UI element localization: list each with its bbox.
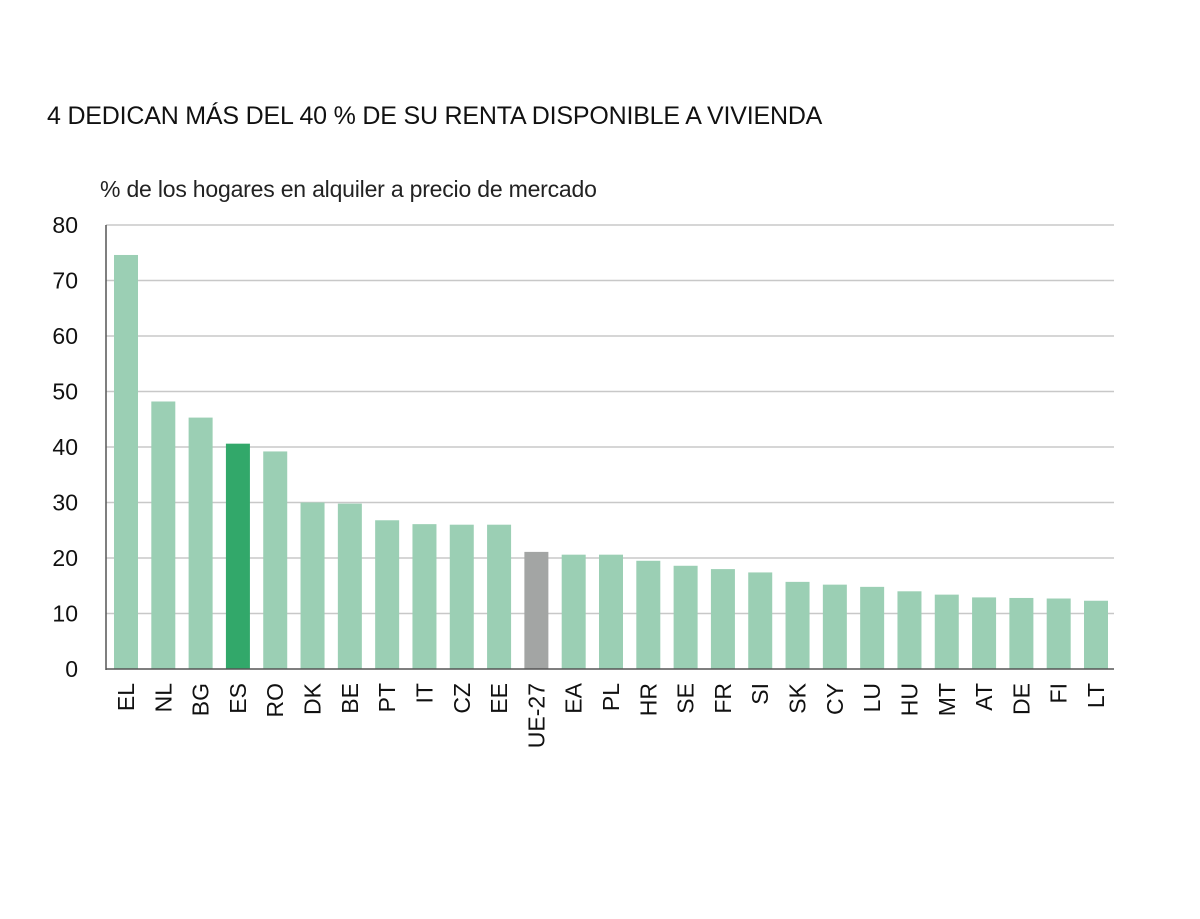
bar-it [412,524,437,669]
x-tick-label-pl: PL [598,683,624,711]
x-tick-label-ea: EA [561,682,587,713]
x-tick-label-ro: RO [262,683,288,718]
y-tick-label-10: 10 [52,601,78,627]
bar-ro [263,451,288,669]
x-tick-label-de: DE [1008,683,1034,715]
bar-bg [188,417,213,669]
bar-es [225,443,250,669]
bar-lu [860,586,885,669]
bar-at [972,597,997,669]
bar-hu [897,591,922,669]
y-tick-label-70: 70 [52,268,78,294]
bar-cy [822,584,847,669]
bar-fr [710,569,735,669]
y-axis-label: % de los hogares en alquiler a precio de… [100,176,597,202]
bar-pl [599,554,623,669]
y-tick-label-40: 40 [52,434,78,460]
bar-si [748,572,773,669]
x-tick-label-cy: CY [822,683,848,715]
bar-lt [1084,600,1108,669]
x-tick-label-es: ES [225,683,251,714]
bar-ue-27 [524,551,549,669]
bar-cz [449,524,474,669]
y-tick-label-50: 50 [52,379,78,405]
x-tick-label-hr: HR [635,683,661,716]
x-tick-label-mt: MT [934,683,960,716]
x-tick-label-fi: FI [1046,683,1072,703]
x-tick-label-it: IT [411,683,437,703]
y-tick-label-0: 0 [65,656,78,682]
x-tick-label-cz: CZ [449,683,475,714]
y-tick-label-80: 80 [52,212,78,238]
x-tick-label-be: BE [337,683,363,714]
bar-mt [934,594,959,669]
x-tick-label-bg: BG [188,683,214,716]
x-tick-label-lu: LU [859,683,885,712]
bar-el [114,254,138,669]
x-tick-label-el: EL [113,683,139,711]
bar-pt [375,520,400,669]
x-tick-label-hu: HU [896,683,922,716]
x-tick-label-at: AT [971,683,997,711]
bar-se [673,565,698,669]
bar-nl [151,401,176,669]
x-tick-label-ue-27: UE-27 [523,683,549,748]
x-tick-label-ee: EE [486,683,512,714]
bars [114,254,1108,669]
x-tick-label-sk: SK [785,682,811,713]
axes [105,225,1114,670]
x-tick-labels: EL NL BG ES RO DK BE PT IT CZ EE UE-27 EA PL HR SE FR SI S… [113,682,1109,748]
y-tick-label-60: 60 [52,323,78,349]
x-tick-label-si: SI [747,683,773,705]
bar-hr [636,560,661,669]
bar-ea [561,554,586,669]
y-tick-label-30: 30 [52,490,78,516]
x-tick-label-lt: LT [1083,683,1109,708]
x-tick-label-fr: FR [710,683,736,714]
y-tick-label-20: 20 [52,545,78,571]
bar-de [1009,597,1034,669]
bar-dk [300,502,325,669]
x-tick-label-pt: PT [374,683,400,712]
x-tick-label-nl: NL [150,683,176,713]
x-tick-label-se: SE [673,683,699,714]
bar-ee [487,524,512,669]
gridlines [106,224,1114,615]
y-tick-labels: 0 10 20 30 40 50 60 70 80 [52,212,78,682]
x-tick-label-dk: DK [300,682,326,715]
bar-sk [785,581,810,669]
bar-be [337,503,362,669]
bar-fi [1046,598,1071,669]
chart-title: 4 DEDICAN MÁS DEL 40 % DE SU RENTA DISPO… [47,102,823,130]
